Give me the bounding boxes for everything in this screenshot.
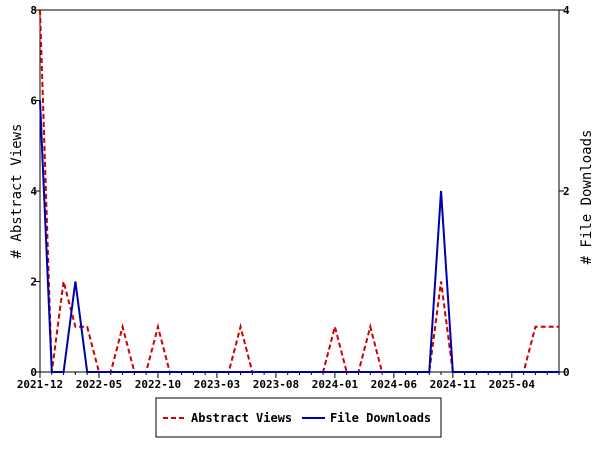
legend-box [155, 397, 442, 438]
plot-area [39, 9, 560, 373]
x-tick-label: 2024-06 [371, 378, 418, 391]
y-tick-label-right: 2 [563, 185, 570, 198]
y-tick-label-left: 8 [30, 4, 37, 17]
legend: Abstract Views File Downloads [155, 397, 442, 438]
y-axis-title-left: # Abstract Views [9, 124, 25, 259]
y-tick-label-left: 2 [30, 276, 37, 289]
x-tick-label: 2024-01 [312, 378, 359, 391]
x-tick-label: 2025-04 [489, 378, 536, 391]
y-axis-title-right: # File Downloads [579, 130, 595, 265]
y-tick-label-right: 0 [563, 366, 570, 379]
x-tick-label: 2023-08 [253, 378, 299, 391]
x-tick-label: 2023-03 [194, 378, 240, 391]
y-tick-label-left: 6 [30, 95, 37, 108]
y-tick-label-right: 4 [563, 4, 570, 17]
legend-label-file-downloads: File Downloads [330, 411, 431, 425]
legend-label-abstract-views: Abstract Views [191, 411, 292, 425]
x-tick-label: 2024-11 [430, 378, 477, 391]
y-tick-label-left: 4 [30, 185, 37, 198]
axis-layer: 2021-12 2022-05 2022-10 2023-03 2023-08 2024-… [17, 4, 570, 391]
y-tick-label-left: 0 [30, 366, 37, 379]
x-tick-label: 2022-10 [135, 378, 181, 391]
x-tick-label: 2022-05 [76, 378, 122, 391]
x-tick-label: 2021-12 [17, 378, 63, 391]
